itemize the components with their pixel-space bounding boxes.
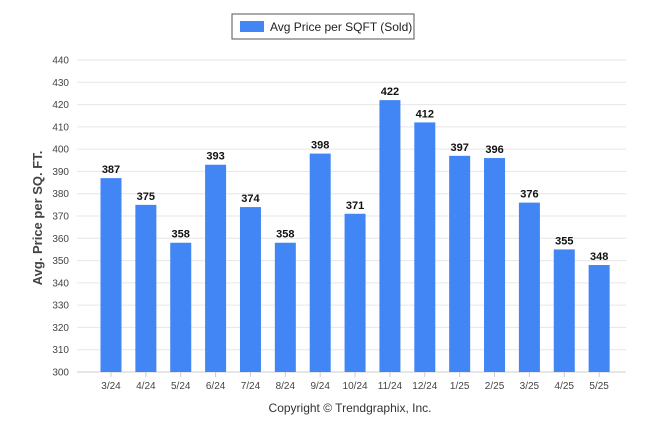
x-tick-label: 5/25 xyxy=(589,381,609,392)
data-label: 376 xyxy=(520,189,538,201)
legend-label: Avg Price per SQFT (Sold) xyxy=(270,20,412,34)
y-tick-label: 340 xyxy=(52,278,69,289)
data-label: 397 xyxy=(450,142,468,154)
copyright-text: Copyright © Trendgraphix, Inc. xyxy=(269,401,432,415)
x-axis-ticks: 3/24 4/24 5/24 6/24 7/24 8/24 9/24 10/24 11/24 12… xyxy=(101,372,609,392)
bar[interactable] xyxy=(100,178,122,372)
legend-swatch xyxy=(240,21,264,32)
data-label: 375 xyxy=(137,191,155,203)
data-label: 358 xyxy=(276,229,294,241)
bar[interactable] xyxy=(274,242,296,372)
data-labels: 387 375 358 393 374 358 398 371 422 412 397 396 376 3… xyxy=(102,86,608,263)
x-tick-label: 8/24 xyxy=(276,381,296,392)
data-label: 393 xyxy=(206,151,224,163)
data-label: 348 xyxy=(590,251,608,263)
data-label: 371 xyxy=(346,200,364,212)
data-label: 422 xyxy=(381,86,399,98)
y-tick-label: 330 xyxy=(52,301,69,312)
legend-box xyxy=(231,13,415,40)
bar[interactable] xyxy=(588,265,610,372)
bar[interactable] xyxy=(484,158,506,372)
y-tick-label: 410 xyxy=(52,122,69,133)
y-axis-ticks: 300 310 320 330 340 350 360 370 380 390 400 410 420 4… xyxy=(52,56,69,379)
y-tick-label: 390 xyxy=(52,167,69,178)
x-tick-label: 5/24 xyxy=(171,381,191,392)
y-axis-title: Avg. Price per SQ. FT. xyxy=(30,151,45,286)
y-tick-label: 380 xyxy=(52,189,69,200)
x-tick-label: 4/25 xyxy=(555,381,575,392)
x-tick-label: 3/25 xyxy=(520,381,540,392)
bar[interactable] xyxy=(309,153,331,372)
bar[interactable] xyxy=(518,202,540,372)
bar[interactable] xyxy=(239,207,261,372)
bar[interactable] xyxy=(170,242,192,372)
bar[interactable] xyxy=(553,249,575,372)
y-tick-label: 430 xyxy=(52,78,69,89)
x-tick-label: 9/24 xyxy=(310,381,330,392)
y-tick-label: 400 xyxy=(52,145,69,156)
bar[interactable] xyxy=(449,155,471,372)
bar[interactable] xyxy=(379,100,401,372)
x-tick-label: 6/24 xyxy=(206,381,226,392)
y-tick-label: 360 xyxy=(52,234,69,245)
x-tick-label: 7/24 xyxy=(241,381,261,392)
bar[interactable] xyxy=(205,164,227,372)
data-label: 396 xyxy=(485,144,503,156)
bar[interactable] xyxy=(414,122,436,373)
x-tick-label: 3/24 xyxy=(101,381,121,392)
x-tick-label: 2/25 xyxy=(485,381,505,392)
x-tick-label: 4/24 xyxy=(136,381,156,392)
y-tick-label: 420 xyxy=(52,100,69,111)
y-tick-label: 310 xyxy=(52,345,69,356)
x-tick-label: 10/24 xyxy=(343,381,368,392)
legend[interactable]: Avg Price per SQFT (Sold) xyxy=(231,13,415,40)
data-label: 355 xyxy=(555,235,573,247)
data-label: 412 xyxy=(416,108,434,120)
data-label: 387 xyxy=(102,164,120,176)
y-tick-label: 350 xyxy=(52,256,69,267)
y-tick-label: 320 xyxy=(52,323,69,334)
bars xyxy=(100,100,610,373)
data-label: 398 xyxy=(311,140,329,152)
x-tick-label: 1/25 xyxy=(450,381,470,392)
bar[interactable] xyxy=(344,213,366,372)
bar[interactable] xyxy=(135,204,157,372)
y-tick-label: 370 xyxy=(52,212,69,223)
y-tick-label: 300 xyxy=(52,368,69,379)
x-tick-label: 11/24 xyxy=(378,381,403,392)
x-tick-label: 12/24 xyxy=(412,381,437,392)
y-tick-label: 440 xyxy=(52,56,69,67)
data-label: 374 xyxy=(241,193,260,205)
data-label: 358 xyxy=(172,229,190,241)
